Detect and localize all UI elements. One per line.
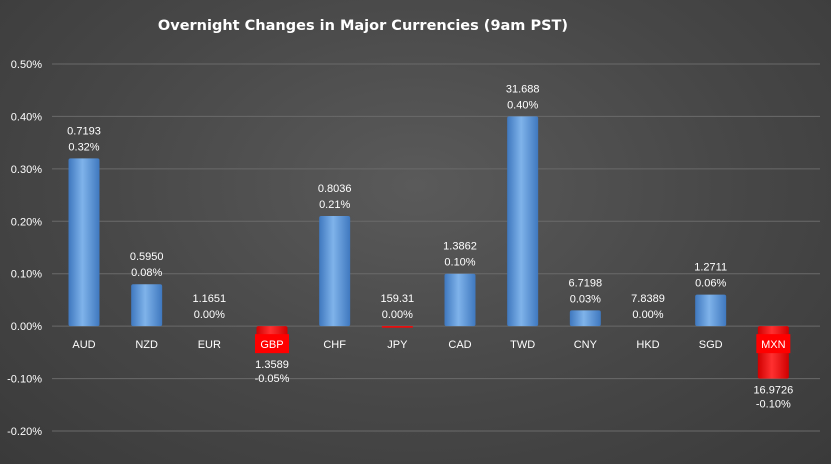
y-tick-label: 0.10% [11, 269, 42, 281]
category-label-cad: CAD [448, 339, 471, 351]
y-tick-label: 0.40% [11, 111, 42, 123]
pct-label-jpy: 0.00% [382, 309, 413, 321]
y-tick-label: -0.20% [7, 426, 42, 438]
category-label-mxn: MXN [761, 339, 786, 351]
chart-title: Overnight Changes in Major Currencies (9… [158, 18, 568, 34]
category-label-hkd: HKD [636, 339, 659, 351]
category-highlight-mxn [756, 334, 791, 354]
bar-aud [68, 158, 100, 327]
rate-label-cad: 1.3862 [443, 241, 477, 253]
rate-label-twd: 31.688 [506, 83, 540, 95]
rate-label-chf: 0.8036 [318, 183, 352, 195]
pct-label-eur: 0.00% [194, 309, 225, 321]
rate-label-gbp: 1.3589 [255, 359, 289, 371]
pct-label-cad: 0.10% [444, 257, 475, 269]
pct-label-gbp: -0.05% [255, 373, 290, 385]
labels: AUD 0.7193 0.32% NZD 0.5950 0.08% EUR 1.1651 0.0… [67, 83, 793, 410]
pct-label-aud: 0.32% [68, 141, 99, 153]
rate-label-nzd: 0.5950 [130, 251, 164, 263]
y-tick-label: 0.20% [11, 216, 42, 228]
bar-jpy [381, 326, 413, 328]
bar-cad [444, 273, 476, 327]
y-axis: -0.20% -0.10% 0.00% 0.10% 0.20% 0.30% 0.40% 0.5… [7, 59, 42, 438]
y-tick-label: 0.30% [11, 164, 42, 176]
pct-label-hkd: 0.00% [632, 309, 663, 321]
rate-label-hkd: 7.8389 [631, 293, 665, 305]
category-highlight-gbp [255, 334, 289, 354]
pct-label-cny: 0.03% [570, 293, 601, 305]
gridlines [52, 63, 820, 432]
category-label-eur: EUR [198, 339, 221, 351]
bar-sgd [695, 294, 727, 327]
rate-label-eur: 1.1651 [193, 293, 227, 305]
y-tick-label: 0.50% [11, 59, 42, 71]
rate-label-mxn: 16.9726 [753, 385, 793, 397]
pct-label-twd: 0.40% [507, 99, 538, 111]
category-label-twd: TWD [510, 339, 535, 351]
bar-twd [507, 116, 539, 327]
category-label-gbp: GBP [260, 339, 283, 351]
category-label-aud: AUD [72, 339, 95, 351]
category-label-sgd: SGD [699, 339, 723, 351]
bar-cny [569, 310, 601, 327]
pct-label-sgd: 0.06% [695, 278, 726, 290]
rate-label-aud: 0.7193 [67, 125, 101, 137]
bars [68, 116, 789, 379]
y-tick-label: -0.10% [7, 374, 42, 386]
y-tick-label: 0.00% [11, 321, 42, 333]
pct-label-mxn: -0.10% [756, 399, 791, 411]
category-label-nzd: NZD [135, 339, 158, 351]
rate-label-sgd: 1.2711 [694, 262, 727, 274]
category-label-cny: CNY [574, 339, 598, 351]
pct-label-nzd: 0.08% [131, 267, 162, 279]
pct-label-chf: 0.21% [319, 199, 350, 211]
category-label-chf: CHF [323, 339, 346, 351]
bar-nzd [131, 284, 163, 327]
category-label-jpy: JPY [387, 339, 408, 351]
rate-label-cny: 6.7198 [569, 277, 603, 289]
bar-chf [319, 216, 351, 327]
rate-label-jpy: 159.31 [381, 293, 415, 305]
